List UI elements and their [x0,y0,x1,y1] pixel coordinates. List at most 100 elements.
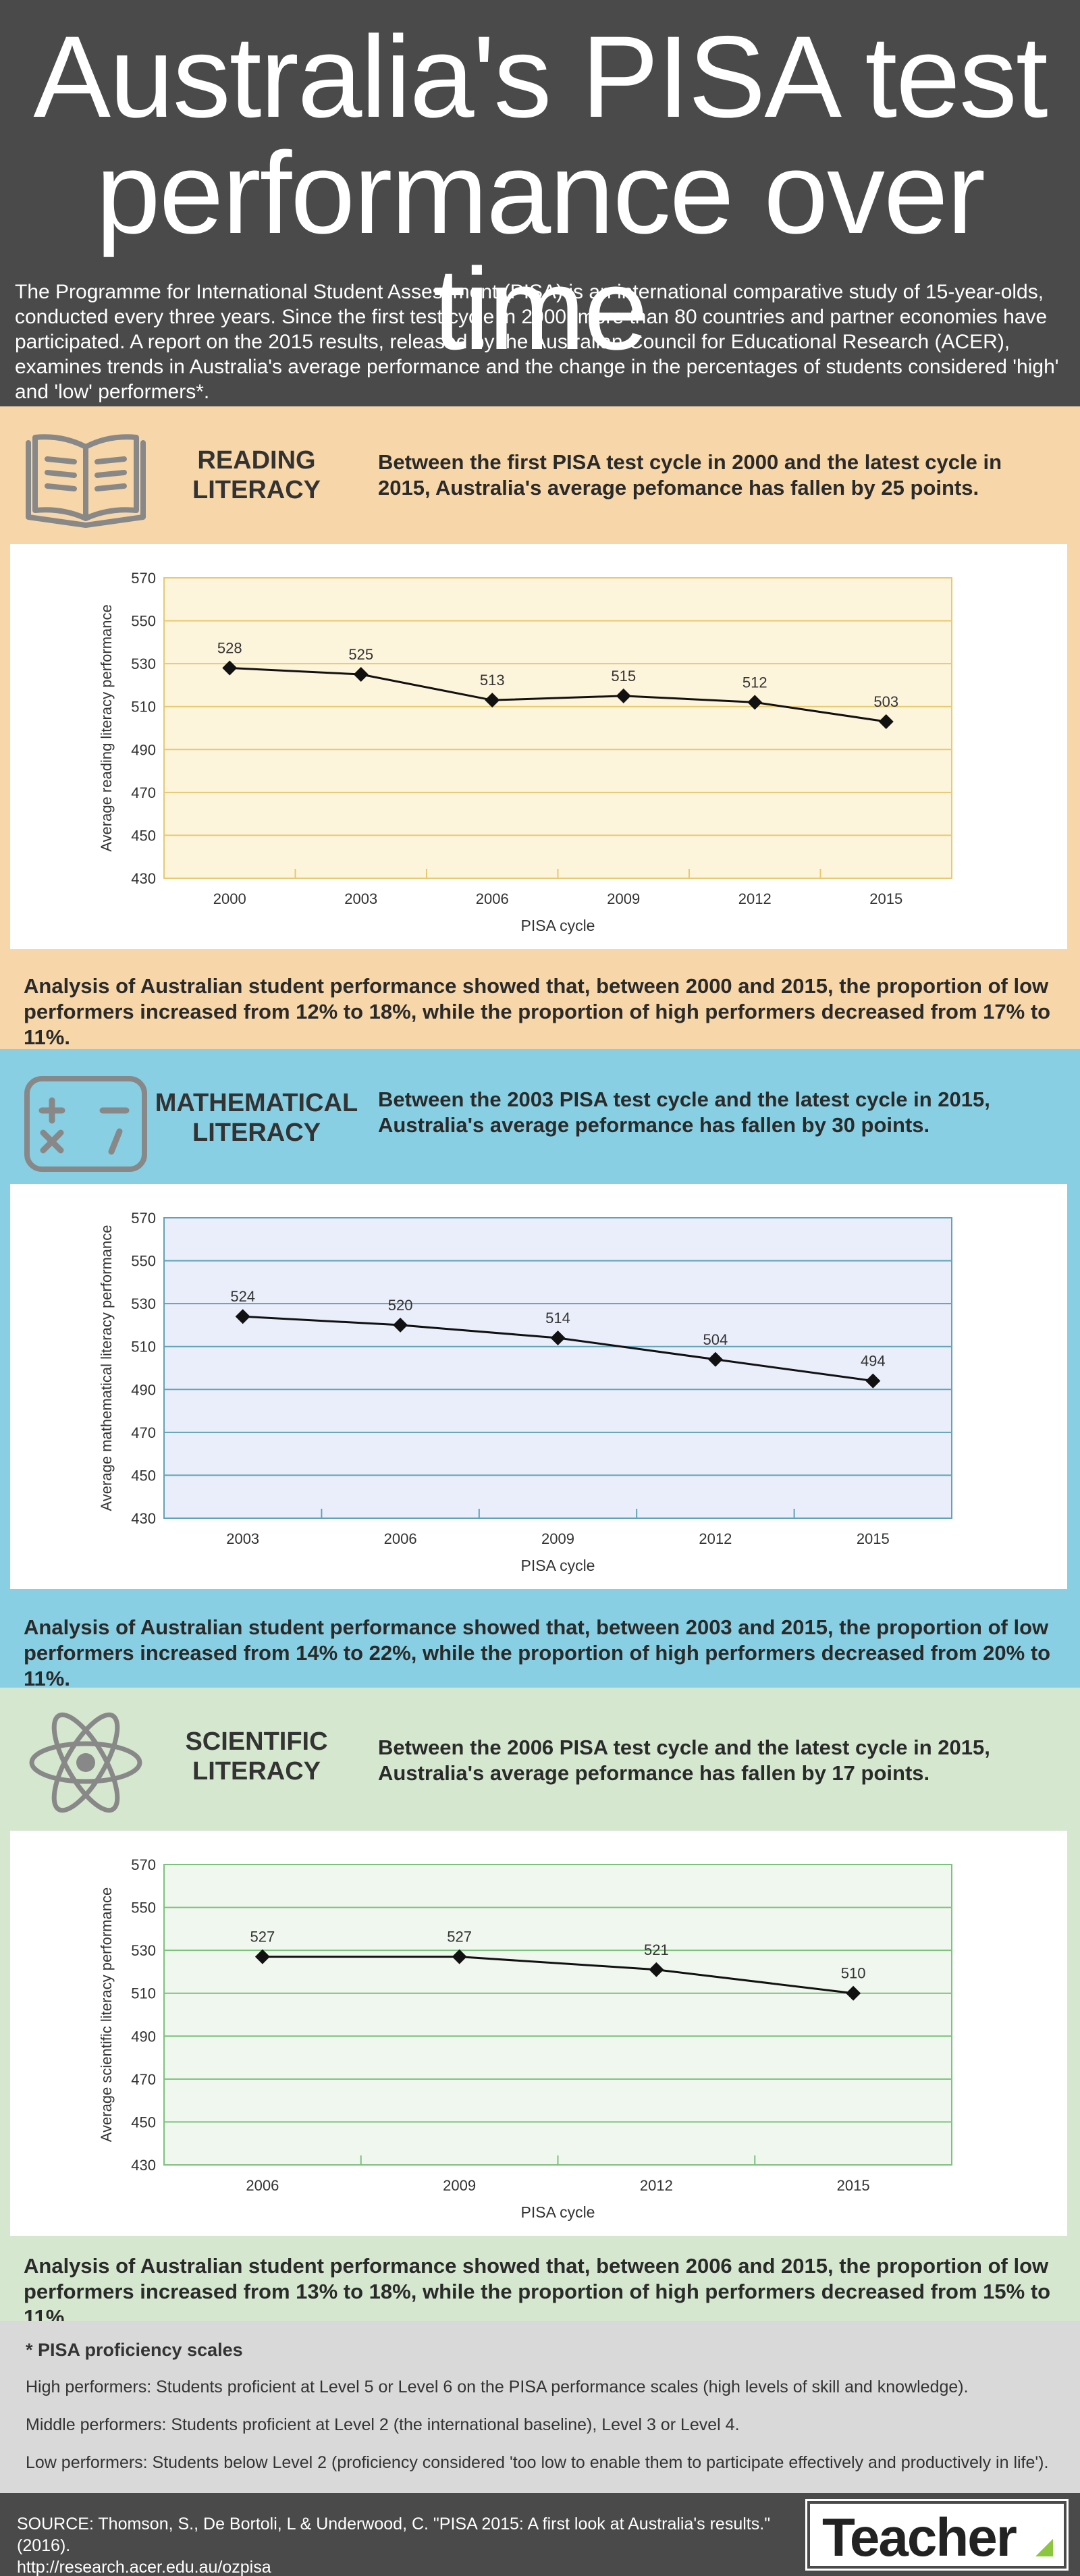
x-tick-label: 2012 [738,890,772,907]
x-tick-label: 2006 [476,890,509,907]
intro-text: The Programme for International Student … [15,281,1059,403]
data-label: 514 [545,1310,570,1326]
y-tick-label: 470 [131,1424,156,1441]
section-analysis: Analysis of Australian student performan… [24,974,1051,1049]
data-point [550,1331,566,1345]
y-tick-label: 470 [131,2071,156,2088]
x-tick-label: 2009 [541,1530,574,1547]
section-summary: Between the 2003 PISA test cycle and the… [378,1088,990,1137]
y-axis-label: Average mathematical literacy performanc… [98,1225,115,1511]
math-chart: 430 450 470 490 510 530 550 570 2003 2006 2009 2012… [98,1210,952,1574]
plot-area [163,1217,952,1519]
y-tick-label: 570 [131,1856,156,1873]
section-analysis: Analysis of Australian student performan… [24,1615,1051,1690]
data-point [235,1309,250,1324]
y-axis-label: Average reading literacy performance [98,604,115,851]
y-tick-label: 550 [131,1253,156,1270]
data-label: 513 [480,672,505,689]
data-point [254,1949,270,1964]
data-label: 521 [644,1941,669,1958]
source-link[interactable]: http://research.acer.edu.au/ozpisa [17,2558,271,2576]
y-tick-label: 490 [131,741,156,758]
section-title: SCIENTIFIC LITERACY [185,1727,328,1786]
page-title: Australia's PISA test performance over t… [0,19,1080,367]
source-bar: SOURCE: Thomson, S., De Bortoli, L & Und… [0,2493,1080,2576]
data-point [393,1317,408,1333]
reading-chart: 430 450 470 490 510 530 550 570 2000 2003 2006 2009… [98,570,952,934]
section-summary: Between the 2006 PISA test cycle and the… [378,1736,990,1785]
data-label: 515 [611,668,636,685]
plot-area [163,1864,952,2166]
atom-icon [29,1712,142,1813]
y-tick-label: 570 [131,1210,156,1227]
source-citation: SOURCE: Thomson, S., De Bortoli, L & Und… [17,2515,771,2555]
title-line-2: performance over time [96,128,986,374]
data-label: 512 [742,674,767,691]
x-tick-label: 2015 [869,890,902,907]
footnote-middle: Middle performers: Students proficient a… [26,2415,740,2434]
y-tick-label: 530 [131,1942,156,1959]
y-tick-label: 430 [131,2157,156,2174]
y-tick-label: 510 [131,699,156,716]
y-tick-label: 490 [131,1381,156,1398]
science-chart-card: 430 450 470 490 510 530 550 570 2006 2009 2012 2015… [10,1831,1067,2236]
x-tick-label: 2015 [837,2177,870,2194]
math-section: MATHEMATICAL LITERACY Between the 2003 P… [0,1049,1080,1690]
y-tick-label: 510 [131,1339,156,1356]
y-tick-label: 430 [131,870,156,887]
data-label: 524 [230,1288,255,1305]
y-tick-label: 570 [131,570,156,587]
data-point [747,695,763,710]
x-tick-label: 2009 [443,2177,476,2194]
footnote-high: High performers: Students proficient at … [26,2378,969,2396]
x-tick-label: 2006 [384,1530,417,1547]
logo-text: Teacher [822,2507,1017,2567]
source-text: SOURCE: Thomson, S., De Bortoli, L & Und… [17,2513,780,2576]
math-chart-card: 430 450 470 490 510 530 550 570 2003 2006 2009 2012… [10,1184,1067,1589]
data-label: 503 [873,693,898,710]
plot-area [163,577,952,879]
book-icon [26,434,146,528]
data-label: 527 [250,1929,275,1946]
x-tick-label: 2003 [226,1530,259,1547]
data-point [878,714,894,729]
y-tick-label: 510 [131,1985,156,2002]
data-label: 504 [703,1331,728,1348]
science-section: SCIENTIFIC LITERACY Between the 2006 PIS… [0,1688,1080,2329]
data-point [353,667,369,682]
reading-section: READING LITERACY Between the first PISA … [0,406,1080,1049]
y-tick-label: 550 [131,1900,156,1916]
data-point [649,1962,664,1977]
y-tick-label: 450 [131,1467,156,1484]
section-summary: Between the first PISA test cycle in 200… [378,450,1002,500]
x-axis-label: PISA cycle [521,1557,595,1574]
x-tick-label: 2006 [246,2177,279,2194]
x-tick-label: 2003 [344,890,377,907]
reading-chart-card: 430 450 470 490 510 530 550 570 2000 2003 2006 2009… [10,544,1067,949]
data-label: 528 [217,640,242,657]
footnote-low: Low performers: Students below Level 2 (… [26,2453,1049,2472]
y-tick-label: 470 [131,784,156,801]
series-line [230,667,886,723]
x-tick-label: 2009 [607,890,640,907]
data-label: 510 [841,1965,866,1982]
logo-triangle-icon [1035,2539,1053,2556]
section-title: READING LITERACY [192,446,321,504]
footnote: * PISA proficiency scales High performer… [0,2321,1080,2493]
data-point [707,1351,723,1367]
x-axis-label: PISA cycle [521,917,595,934]
data-label: 520 [388,1297,413,1314]
section-title: MATHEMATICAL LITERACY [155,1089,358,1147]
y-tick-label: 450 [131,2114,156,2130]
title-line-1: Australia's PISA test [33,12,1048,142]
x-tick-label: 2012 [699,1530,732,1547]
x-tick-label: 2015 [857,1530,890,1547]
teacher-logo: Teacher [805,2499,1069,2571]
series-line [262,1956,854,1995]
footnote-title: * PISA proficiency scales [26,2340,243,2360]
y-tick-label: 490 [131,2028,156,2045]
y-tick-label: 530 [131,655,156,672]
data-label: 525 [348,646,373,663]
x-tick-label: 2012 [640,2177,673,2194]
data-point [616,688,631,703]
